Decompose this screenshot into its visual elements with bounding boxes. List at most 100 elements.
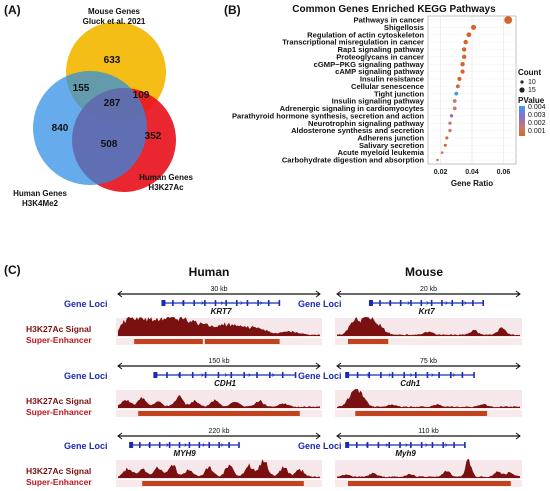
data-point — [449, 114, 454, 118]
data-point — [460, 61, 465, 67]
strand-arrow — [445, 301, 449, 305]
strand-arrow — [410, 373, 413, 377]
pathway-label: Parathyroid hormone synthesis, secretion… — [232, 111, 424, 120]
gene-name: CDH1 — [214, 379, 236, 388]
pathway-label: cGMP−PKG signaling pathway — [314, 60, 425, 69]
exon — [399, 442, 401, 448]
exon — [461, 372, 464, 378]
pathway-label: Adherens junction — [357, 133, 424, 142]
scale-arrow-right — [515, 362, 521, 370]
data-point — [471, 24, 477, 30]
pathway-label: Rap1 signaling pathway — [337, 45, 424, 54]
strand-arrow — [259, 301, 263, 305]
exon — [257, 300, 259, 306]
strand-arrow — [464, 301, 467, 305]
exon — [178, 442, 181, 448]
gene-name: Myh9 — [395, 449, 416, 458]
exon — [420, 442, 423, 448]
strand-arrow — [445, 443, 448, 447]
h3k27ac-signal — [118, 317, 320, 336]
strand-arrow — [407, 301, 411, 305]
h3k27ac-signal — [337, 459, 520, 478]
data-point — [445, 136, 449, 140]
exon — [208, 442, 211, 448]
exon — [269, 372, 271, 378]
scale-label: 110 kb — [418, 428, 439, 435]
data-point — [457, 76, 462, 81]
mouse-column-title: Mouse — [405, 265, 443, 279]
pathway-label: Transcriptional misregulation in cancer — [282, 38, 424, 47]
data-point — [455, 84, 460, 89]
pvalue-tick-4: 0.001 — [528, 128, 546, 135]
exon — [214, 300, 217, 306]
exon — [230, 372, 233, 378]
exon — [256, 372, 258, 378]
gene-loci-label-mouse: Gene Loci — [298, 299, 342, 309]
h3k4-set-label-1: Human Genes — [13, 189, 67, 198]
strand-arrow — [201, 301, 204, 305]
strand-arrow — [166, 443, 169, 447]
count-h3k4-h3k27: 508 — [101, 139, 118, 150]
pvalue-tick-3: 0.002 — [528, 120, 546, 127]
h3k27ac-signal — [118, 395, 320, 408]
pvalue-colorbar — [519, 106, 525, 136]
exon — [153, 372, 158, 378]
scale-arrow-left — [336, 432, 342, 440]
super-enhancer-bar — [204, 339, 280, 344]
data-point — [436, 158, 439, 162]
legend-pvalue: PValue 0.004 0.003 0.002 0.001 — [518, 96, 546, 136]
data-point — [460, 69, 465, 74]
strand-arrow — [388, 301, 392, 305]
strand-arrow — [148, 443, 151, 447]
pathway-label: Regulation of actin cytoskeleton — [307, 30, 424, 39]
data-point — [461, 54, 467, 60]
scale-arrow-right — [315, 362, 321, 370]
gene-name: KRT7 — [211, 307, 232, 316]
exon — [430, 300, 433, 306]
exon — [204, 300, 206, 306]
chart-title: Common Genes Enriched KEGG Pathways — [292, 4, 496, 15]
pathway-label: Pathways in cancer — [354, 16, 425, 25]
pathway-label: Neurotrophin signaling pathway — [308, 119, 425, 128]
gene-loci-label: Gene Loci — [64, 299, 108, 309]
data-point — [452, 106, 457, 111]
legend-count: Count 10 15 — [518, 68, 541, 94]
legend-count-dot-large — [519, 87, 525, 93]
legend-pvalue-title: PValue — [518, 96, 545, 105]
strand-arrow — [181, 301, 185, 305]
exon — [415, 372, 417, 378]
exon — [431, 442, 434, 448]
strand-arrow — [202, 443, 206, 447]
pathway-label: Adrenergic signaling in cardiomyocytes — [280, 104, 424, 113]
super-enhancer-bar — [138, 411, 300, 416]
pathway-label: cAMP signaling pathway — [335, 67, 425, 76]
scale-arrow-left — [117, 432, 123, 440]
mouse-set-label-2: Gluck et al. 2021 — [83, 17, 146, 26]
exon — [442, 442, 445, 448]
strand-arrow — [220, 301, 224, 305]
exon — [420, 300, 423, 306]
scale-arrow-left — [336, 290, 342, 298]
scale-arrow-right — [515, 290, 521, 298]
exon — [473, 372, 475, 378]
exon — [441, 300, 443, 306]
exon — [426, 372, 429, 378]
h3k27ac-signal — [337, 317, 520, 336]
exon — [355, 442, 358, 448]
data-point — [448, 121, 452, 125]
signal-label: H3K27Ac Signal — [26, 324, 91, 334]
h3k27-set-label-2: H3K27Ac — [148, 183, 184, 192]
x-tick-label: 0.02 — [434, 169, 448, 176]
pathway-label: Shigellosis — [384, 23, 424, 32]
scale-label: 20 kb — [420, 286, 437, 293]
super-enhancer-bar — [134, 339, 203, 344]
pathway-label: Tight junction — [374, 89, 424, 98]
exon — [345, 372, 350, 378]
data-point — [448, 128, 452, 133]
exon — [356, 372, 359, 378]
exon — [403, 372, 405, 378]
exon — [148, 442, 151, 448]
exon — [451, 300, 454, 306]
